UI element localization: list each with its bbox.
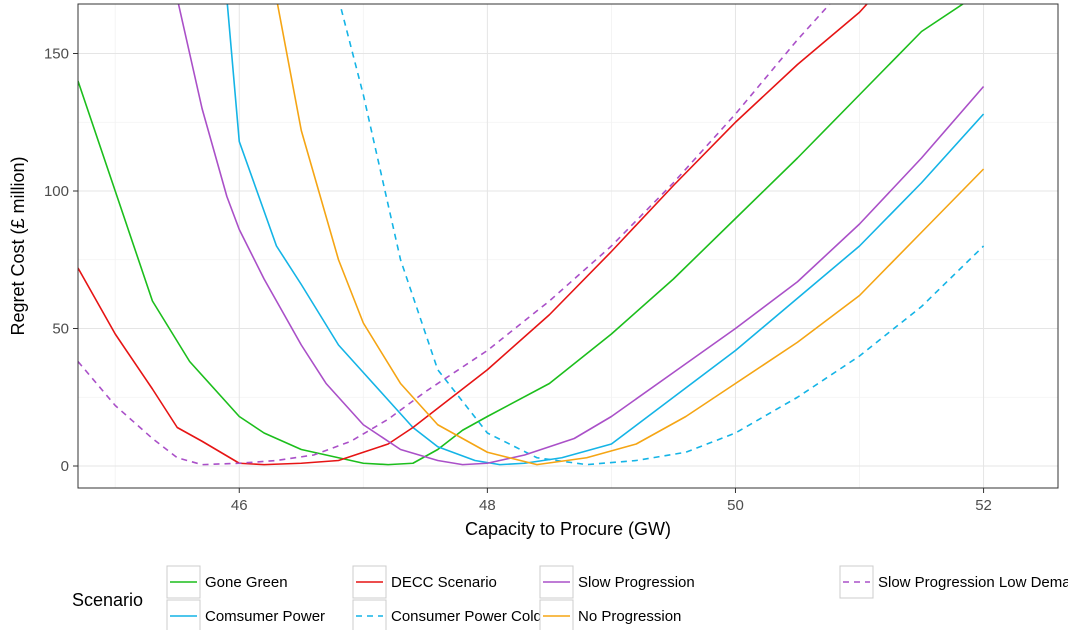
series-line-no-progression	[276, 4, 985, 466]
series-lines	[78, 4, 985, 466]
legend-key-box	[352, 599, 387, 630]
legend-key-box	[539, 599, 574, 630]
panel-border	[77, 3, 1059, 489]
x-tick-label: 50	[727, 497, 744, 514]
legend-item-decc-scenario: DECC Scenario	[352, 565, 497, 599]
plot-area: 46 48 50 52 0 50 100 150	[44, 3, 1059, 515]
legend-item-comsumer-power: Comsumer Power	[166, 599, 325, 630]
legend-label: Slow Progression	[578, 574, 695, 591]
axis-ticks: 46 48 50 52 0 50 100 150	[44, 46, 992, 515]
y-tick-label: 100	[44, 183, 69, 200]
legend-item-consumer-power-cold: Consumer Power Cold	[352, 599, 542, 630]
legend-label: Consumer Power Cold	[391, 608, 542, 625]
legend-label: DECC Scenario	[391, 574, 497, 591]
series-line-decc-scenario	[78, 4, 869, 466]
legend-item-slow-progression-low-demand: Slow Progression Low Demand	[839, 565, 1068, 599]
x-tick-label: 52	[975, 497, 992, 514]
x-tick-label: 48	[479, 497, 496, 514]
legend-label: Gone Green	[205, 574, 288, 591]
series-line-slow-progression-low-demand	[78, 4, 831, 466]
legend-item-gone-green: Gone Green	[166, 565, 288, 599]
legend-label: No Progression	[578, 608, 681, 625]
y-tick-label: 0	[61, 458, 69, 475]
y-axis-title: Regret Cost (£ million)	[8, 156, 28, 335]
y-tick-label: 50	[52, 321, 69, 338]
legend-item-no-progression: No Progression	[539, 599, 681, 630]
series-line-consumer-power-cold	[339, 4, 985, 466]
legend-item-slow-progression: Slow Progression	[539, 565, 695, 599]
legend-key-box	[166, 599, 201, 630]
x-tick-label: 46	[231, 497, 248, 514]
legend-title: Scenario	[72, 590, 143, 610]
y-tick-label: 150	[44, 46, 69, 63]
x-axis-title: Capacity to Procure (GW)	[465, 519, 671, 539]
series-line-slow-progression	[177, 4, 985, 466]
legend-label: Slow Progression Low Demand	[878, 574, 1068, 591]
legend-label: Comsumer Power	[205, 608, 325, 625]
legend: Scenario Gone Green Comsumer Power DECC Sc…	[72, 565, 1068, 630]
